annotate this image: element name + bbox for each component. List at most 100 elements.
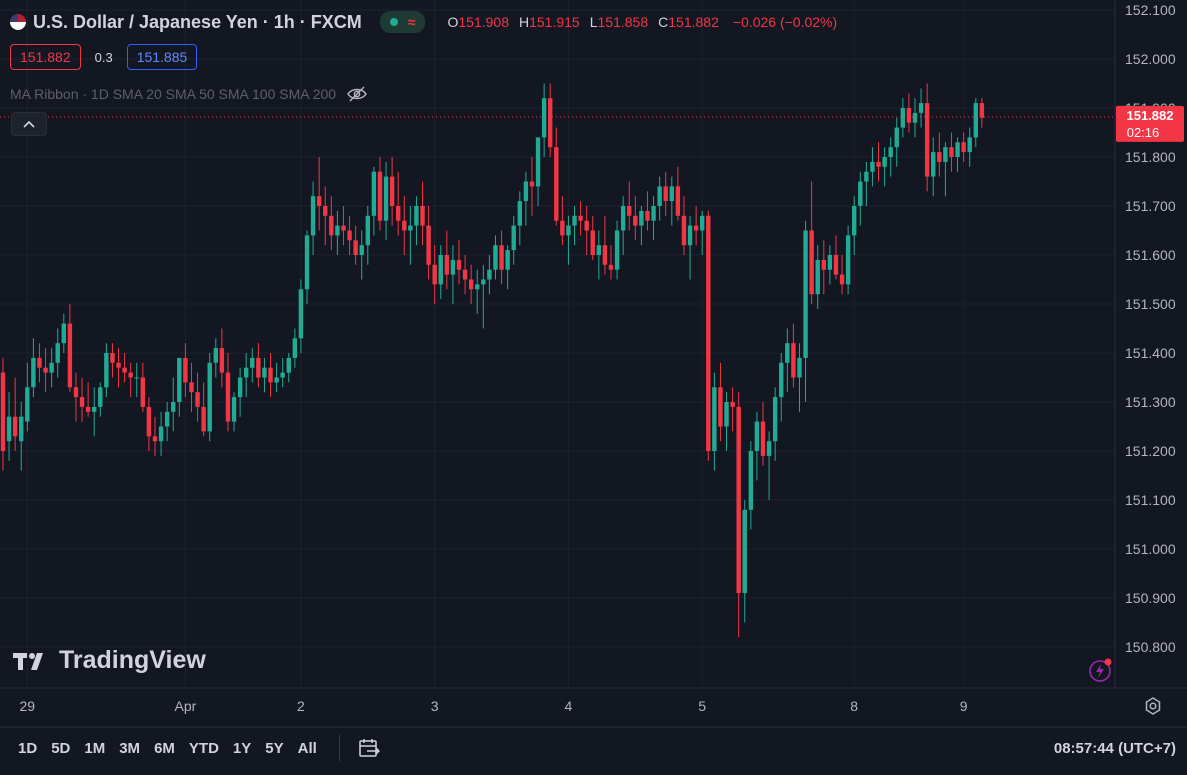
candle-body: [213, 348, 218, 363]
candle: [134, 362, 139, 398]
candle: [505, 245, 510, 290]
candle: [700, 210, 705, 255]
range-button-3m[interactable]: 3M: [119, 739, 141, 757]
candle: [316, 157, 322, 231]
candle-body: [414, 206, 419, 226]
candle: [760, 402, 766, 466]
interval-label[interactable]: 1h: [273, 11, 295, 32]
candle: [98, 382, 103, 417]
candle: [852, 196, 857, 255]
indicator-legend[interactable]: MA Ribbon · 1D SMA 20 SMA 50 SMA 100 SMA…: [10, 85, 368, 103]
candle-body: [669, 186, 674, 202]
candle: [912, 98, 918, 138]
candle-body: [353, 240, 358, 255]
tradingview-wordmark: TradingView: [59, 646, 206, 674]
candle: [839, 255, 845, 295]
candle-body: [967, 137, 972, 153]
candle-body: [560, 220, 565, 236]
candle-body: [110, 353, 115, 363]
candle: [426, 206, 431, 280]
symbol-name[interactable]: U.S. Dollar / Japanese Yen: [33, 11, 258, 32]
candle: [444, 230, 450, 290]
candle: [845, 225, 851, 295]
open-value: 151.908: [458, 14, 509, 30]
date-range-calendar-icon[interactable]: [358, 738, 380, 758]
timezone-clock[interactable]: 08:57:44 (UTC+7): [1053, 739, 1176, 757]
candle: [383, 161, 389, 241]
candle: [298, 279, 304, 353]
candle: [785, 328, 790, 393]
range-button-5d[interactable]: 5D: [51, 739, 71, 757]
candle-body: [529, 181, 535, 187]
candle-body: [104, 353, 109, 388]
candle: [201, 382, 206, 437]
candle-body: [584, 220, 589, 231]
candle: [809, 181, 814, 304]
candle-body: [377, 171, 383, 221]
close-label: C: [658, 14, 669, 30]
candle-body: [888, 147, 893, 157]
candle-body: [572, 215, 577, 226]
candle: [918, 88, 924, 128]
candle-body: [456, 259, 462, 270]
range-button-5y[interactable]: 5Y: [265, 739, 284, 757]
range-button-1y[interactable]: 1Y: [232, 739, 252, 757]
candle-body: [286, 357, 291, 373]
time-axis[interactable]: 29 Apr 2 3 4 5 8 9: [20, 698, 968, 714]
range-button-1d[interactable]: 1D: [18, 739, 38, 757]
candle: [937, 132, 942, 177]
market-status-pill[interactable]: ≈: [379, 11, 426, 33]
candle: [456, 240, 462, 285]
hidden-eye-icon[interactable]: [346, 85, 368, 103]
candle: [906, 93, 912, 133]
lightning-alert-icon[interactable]: [1088, 657, 1114, 683]
candle-body: [304, 235, 310, 290]
candle-body: [815, 259, 820, 295]
candle: [663, 171, 668, 216]
candle-body: [949, 147, 954, 157]
candle-body: [402, 220, 407, 231]
buy-price-button[interactable]: 151.885: [126, 44, 198, 70]
range-button-all[interactable]: All: [297, 739, 317, 757]
price-tick-label: 151.100: [1125, 492, 1176, 508]
candle-body: [687, 225, 693, 246]
candle: [791, 323, 796, 388]
candle: [152, 416, 158, 456]
candle-body: [541, 98, 547, 138]
range-button-6m[interactable]: 6M: [154, 739, 175, 757]
indicator-label[interactable]: MA Ribbon · 1D SMA 20 SMA 50 SMA 100 SMA…: [10, 86, 337, 102]
exchange-label[interactable]: FXCM: [310, 11, 362, 32]
settings-gear-icon[interactable]: [1143, 696, 1163, 716]
time-tick-label: 29: [20, 698, 36, 714]
candle-body: [450, 259, 456, 275]
price-change: −0.026 (−0.02%): [732, 14, 838, 30]
collapse-legend-button[interactable]: [11, 112, 47, 136]
candle-body: [620, 206, 626, 231]
range-button-1m[interactable]: 1M: [84, 739, 106, 757]
candle-body: [517, 201, 522, 226]
candle: [493, 235, 498, 280]
candle: [541, 83, 547, 157]
range-button-ytd[interactable]: YTD: [188, 739, 219, 757]
tradingview-logo[interactable]: TradingView: [13, 646, 206, 675]
candle-body: [61, 323, 66, 344]
candle-body: [493, 245, 498, 270]
candle: [37, 343, 42, 383]
candle: [523, 171, 529, 226]
candle-body: [177, 357, 182, 402]
price-axis[interactable]: 152.100152.000151.900151.800151.700151.6…: [1125, 2, 1176, 655]
candle: [402, 196, 407, 255]
candle-body: [785, 343, 790, 363]
candle: [651, 196, 656, 241]
candle-body: [183, 357, 188, 383]
candle: [560, 196, 565, 246]
candle-body: [718, 387, 723, 427]
candle-body: [590, 230, 595, 255]
candle: [207, 353, 212, 442]
candle: [900, 98, 906, 138]
candle: [590, 215, 595, 260]
symbol-legend[interactable]: U.S. Dollar / Japanese Yen · 1h · FXCM ≈…: [10, 11, 837, 33]
sell-price-button[interactable]: 151.882: [10, 44, 81, 70]
candle: [213, 338, 218, 378]
